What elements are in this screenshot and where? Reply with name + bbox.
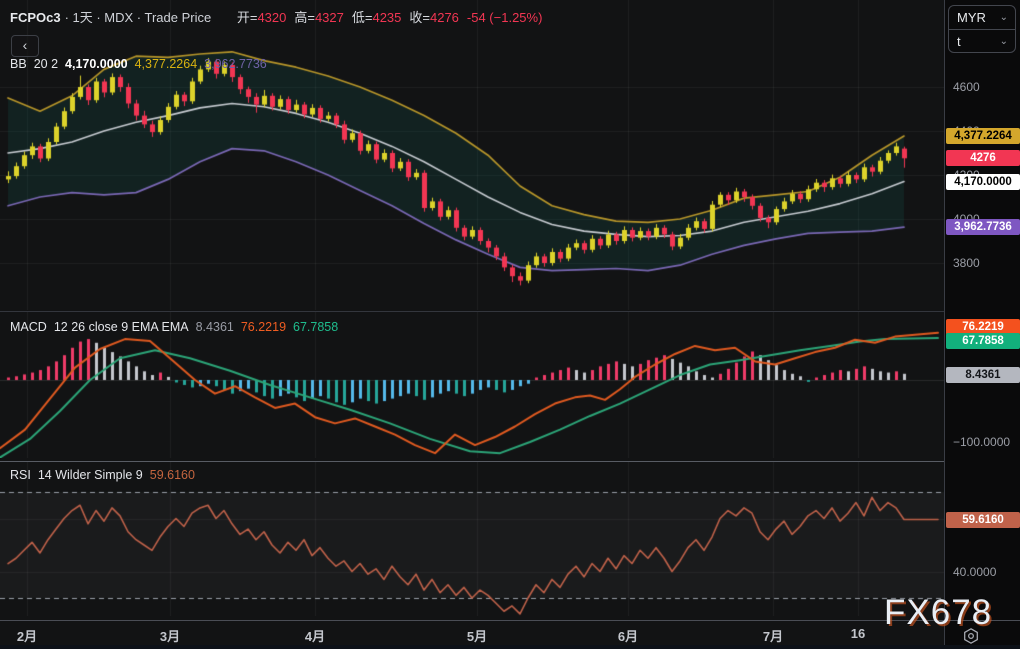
time-axis-separator (0, 620, 1020, 621)
macd-hist-value: 8.4361 (195, 320, 234, 334)
scale-tick: 3800 (953, 256, 980, 270)
time-tick: 6月 (617, 629, 639, 644)
ohlc-readout: 开=4320 高=4327 低=4235 收=4276 -54 (−1.25%) (229, 10, 543, 25)
price-scale[interactable]: MYR ⌄ t ⌄ 460044004200400038004,377.2264… (945, 0, 1020, 649)
price-label: 3,962.7736 (946, 219, 1020, 236)
price-label: 8.4361 (946, 366, 1020, 383)
low-label: 低= (351, 10, 373, 25)
close-label: 收= (409, 10, 430, 25)
open-value: 4320 (257, 10, 287, 25)
price-label: 59.6160 (946, 511, 1020, 528)
time-tick: 2月 (16, 629, 38, 644)
pane-divider-macd[interactable] (0, 311, 944, 312)
rsi-pane-canvas[interactable] (0, 462, 944, 616)
chevron-down-icon: ⌄ (999, 36, 1008, 47)
rsi-legend: RSI 14 Wilder Simple 9 59.6160 (10, 468, 202, 482)
time-tick: 4月 (304, 629, 326, 644)
price-pane-canvas[interactable] (0, 0, 944, 310)
time-tick: 7月 (762, 629, 784, 644)
macd-pane-canvas[interactable] (0, 312, 944, 458)
macd-line-value: 76.2219 (240, 320, 287, 334)
scale-tick: 40.0000 (953, 564, 997, 579)
price-label: 4276 (946, 150, 1020, 167)
high-value: 4327 (314, 10, 344, 25)
chevron-down-icon: ⌄ (999, 12, 1008, 23)
rsi-name: RSI (10, 468, 31, 482)
currency-dropdown[interactable]: MYR ⌄ (949, 6, 1015, 30)
symbol-name[interactable]: FCPOc3 (10, 10, 61, 25)
price-label: 67.7858 (946, 332, 1020, 349)
bb-upper-value: 4,377.2264 (134, 57, 198, 71)
rsi-params: 14 Wilder Simple 9 (37, 468, 143, 482)
change-value: -54 (−1.25%) (466, 10, 543, 25)
chevron-left-icon: ‹ (22, 37, 28, 53)
time-tick: 16 (850, 626, 866, 641)
macd-signal-value: 67.7858 (293, 320, 339, 334)
time-tick: 3月 (159, 629, 181, 644)
macd-params: 12 26 close 9 EMA EMA (53, 320, 189, 334)
bb-lower-value: 3,962.7736 (204, 57, 267, 71)
bb-legend: BB 20 2 4,170.0000 4,377.2264 3,962.7736 (10, 57, 274, 71)
scale-unit-box: MYR ⌄ t ⌄ (948, 5, 1016, 53)
time-axis[interactable]: 2月 3月 4月 5月 6月 7月 16 (0, 621, 1020, 645)
price-label: 76.2219 (946, 319, 1020, 336)
low-value: 4235 (372, 10, 402, 25)
currency-value: MYR (957, 10, 986, 25)
high-label: 高= (294, 10, 315, 25)
price-label: 4,170.0000 (946, 173, 1020, 190)
price-label: 4,377.2264 (946, 128, 1020, 144)
fx678-watermark: FX678 (884, 593, 993, 632)
bb-basis-value: 4,170.0000 (65, 57, 128, 71)
price-scale-separator (944, 0, 945, 649)
close-value: 4276 (429, 10, 459, 25)
settings-icon[interactable] (962, 627, 980, 645)
symbol-meta: · 1天 · MDX · Trade Price (64, 10, 212, 25)
bottom-strip (0, 645, 1020, 649)
symbol-header: FCPOc3 · 1天 · MDX · Trade Price 开=4320 高=4… (10, 7, 542, 25)
pane-divider-rsi[interactable] (0, 461, 944, 462)
bb-name: BB (10, 57, 27, 71)
macd-legend: MACD 12 26 close 9 EMA EMA 8.4361 76.2219 67… (10, 320, 345, 334)
back-button[interactable]: ‹ (11, 35, 39, 57)
rsi-value: 59.6160 (149, 468, 195, 482)
unit-value: t (957, 34, 961, 49)
time-tick: 5月 (466, 629, 488, 644)
scale-tick: −100.0000 (953, 435, 1011, 449)
unit-dropdown[interactable]: t ⌄ (949, 30, 1015, 53)
open-label: 开= (236, 10, 258, 25)
macd-name: MACD (10, 320, 47, 334)
scale-tick: 4600 (953, 80, 980, 94)
bb-params: 20 2 (33, 57, 59, 71)
